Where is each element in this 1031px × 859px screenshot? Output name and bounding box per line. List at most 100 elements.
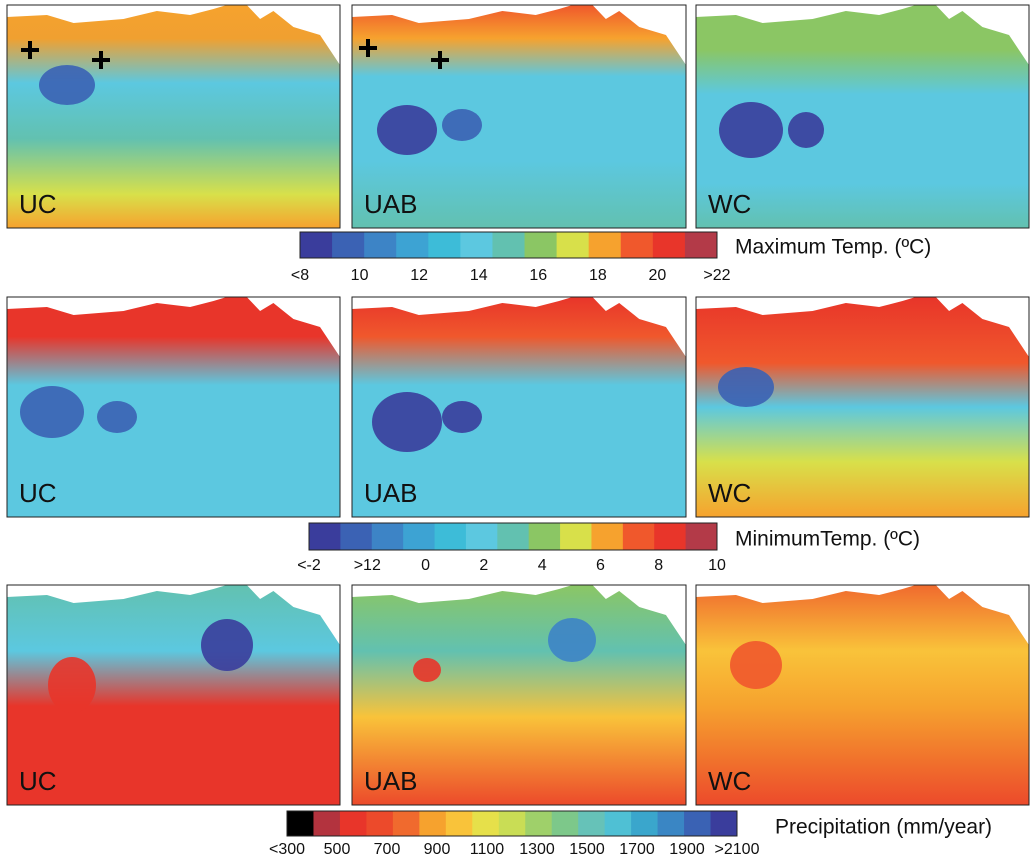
- map-region: [719, 102, 783, 158]
- sea: [352, 297, 573, 315]
- colorbar-swatch: [497, 523, 530, 550]
- colorbar-swatch: [300, 232, 333, 258]
- sea: [592, 5, 686, 65]
- colorbar-label: >12: [354, 557, 381, 574]
- map-frame: [6, 4, 341, 229]
- colorbar-swatch: [498, 811, 526, 836]
- colorbar-label: >22: [703, 267, 730, 284]
- colorbar-swatch: [428, 232, 461, 258]
- map: [352, 585, 686, 805]
- sea: [352, 5, 573, 23]
- colorbar-label: >2100: [715, 841, 760, 858]
- map-region: [413, 658, 441, 682]
- colorbar-label: 500: [324, 841, 351, 858]
- map-region: [97, 401, 137, 433]
- map: [7, 5, 340, 228]
- colorbar-label: 1500: [569, 841, 605, 858]
- map-region: [548, 618, 596, 662]
- map-region: [377, 105, 437, 155]
- station-marker: [431, 51, 449, 69]
- panel-label: UC: [19, 478, 57, 508]
- colorbar-swatch: [309, 523, 341, 550]
- map-frame: [351, 4, 687, 229]
- map-frame: [695, 296, 1030, 518]
- sea: [935, 5, 1029, 65]
- sea: [696, 5, 916, 23]
- colorbar-swatch: [604, 811, 632, 836]
- sea: [246, 297, 340, 357]
- colorbar-label: 10: [708, 557, 726, 574]
- colorbar-swatch: [684, 811, 712, 836]
- map-frame: [6, 584, 341, 806]
- colorbar-swatch: [419, 811, 447, 836]
- colorbar-swatch: [403, 523, 436, 550]
- map-frame: [351, 584, 687, 806]
- map-frame: [695, 584, 1030, 806]
- colorbar-label: 900: [424, 841, 451, 858]
- colorbar-swatch: [445, 811, 473, 836]
- map-region: [201, 619, 253, 671]
- panel-label: WC: [708, 478, 751, 508]
- colorbar-swatch: [631, 811, 659, 836]
- colorbar-swatch: [287, 811, 314, 836]
- colorbar-label: <8: [291, 267, 309, 284]
- colorbar-label: 4: [538, 557, 547, 574]
- map-region: [718, 367, 774, 407]
- sea: [7, 5, 227, 23]
- colorbar-frame: [299, 231, 718, 259]
- colorbar-swatch: [396, 232, 429, 258]
- map-frame: [695, 4, 1030, 229]
- colorbar-swatch: [578, 811, 606, 836]
- colorbar-title: MinimumTemp. (ºC): [735, 528, 920, 551]
- colorbar-swatch: [460, 232, 493, 258]
- colorbar-swatch: [364, 232, 397, 258]
- colorbar-label: 18: [589, 267, 607, 284]
- map-region: [39, 65, 95, 105]
- colorbar-swatch: [685, 523, 718, 550]
- station-marker: [21, 41, 39, 59]
- map-region: [788, 112, 824, 148]
- colorbar-swatch: [591, 523, 624, 550]
- colorbar-swatch: [525, 811, 553, 836]
- panel-label: WC: [708, 766, 751, 796]
- colorbar-label: <300: [269, 841, 305, 858]
- map-region: [48, 657, 96, 713]
- colorbar-swatch: [340, 523, 373, 550]
- sea: [935, 297, 1029, 357]
- colorbar-swatch: [492, 232, 526, 258]
- colorbar-label: 6: [596, 557, 605, 574]
- colorbar-swatch: [332, 232, 365, 258]
- sea: [246, 585, 340, 645]
- colorbar-swatch: [652, 232, 686, 258]
- colorbar-label: 700: [374, 841, 401, 858]
- colorbar-label: 10: [351, 267, 369, 284]
- colorbar-label: 16: [529, 267, 547, 284]
- colorbar-label: 1900: [669, 841, 705, 858]
- colorbar-swatch: [684, 232, 718, 258]
- sea: [7, 585, 227, 603]
- colorbar-swatch: [560, 523, 592, 550]
- map-frame: [6, 296, 341, 518]
- colorbar-swatch: [551, 811, 579, 836]
- colorbar-swatch: [339, 811, 367, 836]
- panel-label: UAB: [364, 766, 417, 796]
- panel-label: UAB: [364, 189, 417, 219]
- colorbar-swatch: [622, 523, 655, 550]
- panel-label: UAB: [364, 478, 417, 508]
- colorbar-frame: [286, 810, 738, 837]
- colorbar-swatch: [313, 811, 341, 836]
- sea: [352, 585, 573, 603]
- map-frame: [351, 296, 687, 518]
- colorbar-label: 8: [654, 557, 663, 574]
- colorbar-swatch: [472, 811, 500, 836]
- colorbar-label: 20: [649, 267, 667, 284]
- panel-label: UC: [19, 766, 57, 796]
- map-region: [372, 392, 442, 452]
- map: [696, 297, 1029, 517]
- colorbar-swatch: [465, 523, 498, 550]
- colorbar-swatch: [556, 232, 590, 258]
- colorbar-swatch: [524, 232, 558, 258]
- colorbar-swatch: [366, 811, 394, 836]
- colorbar-label: 2: [479, 557, 488, 574]
